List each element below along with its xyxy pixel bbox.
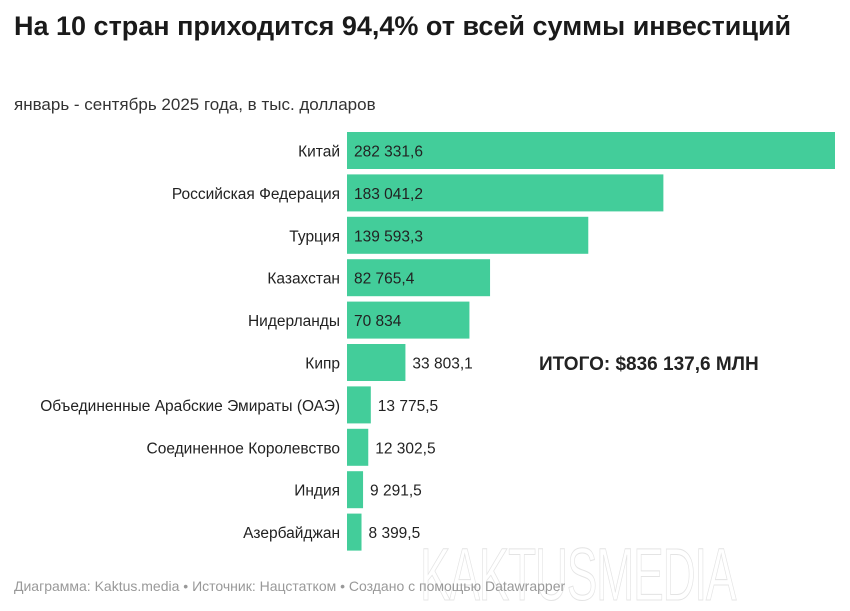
category-label: Соединенное Королевство (147, 440, 340, 457)
category-label: Индия (294, 483, 340, 500)
bar (347, 386, 371, 424)
bar (347, 344, 406, 381)
category-label: Турция (289, 228, 340, 245)
value-label: 9 291,5 (370, 483, 422, 500)
value-label: 82 765,4 (354, 271, 415, 288)
bar (347, 216, 589, 254)
category-label: Китай (298, 144, 340, 161)
bar (347, 132, 835, 169)
value-label: 8 399,5 (369, 525, 421, 542)
category-label: Российская Федерация (172, 186, 340, 203)
category-label: Казахстан (267, 271, 340, 288)
value-label: 183 041,2 (354, 186, 423, 203)
bar (347, 513, 362, 551)
footer-credits: Диаграмма: Kaktus.media • Источник: Нацс… (14, 578, 566, 594)
bar (347, 174, 664, 212)
chart-subtitle: январь - сентябрь 2025 года, в тыс. долл… (14, 95, 376, 114)
category-label: Азербайджан (243, 525, 340, 542)
value-label: 13 775,5 (378, 398, 438, 415)
value-label: 139 593,3 (354, 228, 423, 245)
value-label: 12 302,5 (375, 440, 435, 457)
category-label: Кипр (305, 356, 340, 373)
watermark-logo: KAKTUSMEDIA (420, 533, 737, 611)
chart-title: На 10 стран приходится 94,4% от всей сум… (14, 11, 792, 41)
bar (347, 428, 369, 466)
total-annotation: ИТОГО: $836 137,6 МЛН (539, 354, 759, 375)
category-label: Объединенные Арабские Эмираты (ОАЭ) (40, 398, 340, 415)
category-label: Нидерланды (248, 313, 340, 330)
bar (347, 301, 470, 339)
bar (347, 259, 491, 297)
value-label: 282 331,6 (354, 144, 423, 161)
value-label: 70 834 (354, 313, 402, 330)
value-label: 33 803,1 (412, 356, 472, 373)
bar (347, 471, 364, 509)
